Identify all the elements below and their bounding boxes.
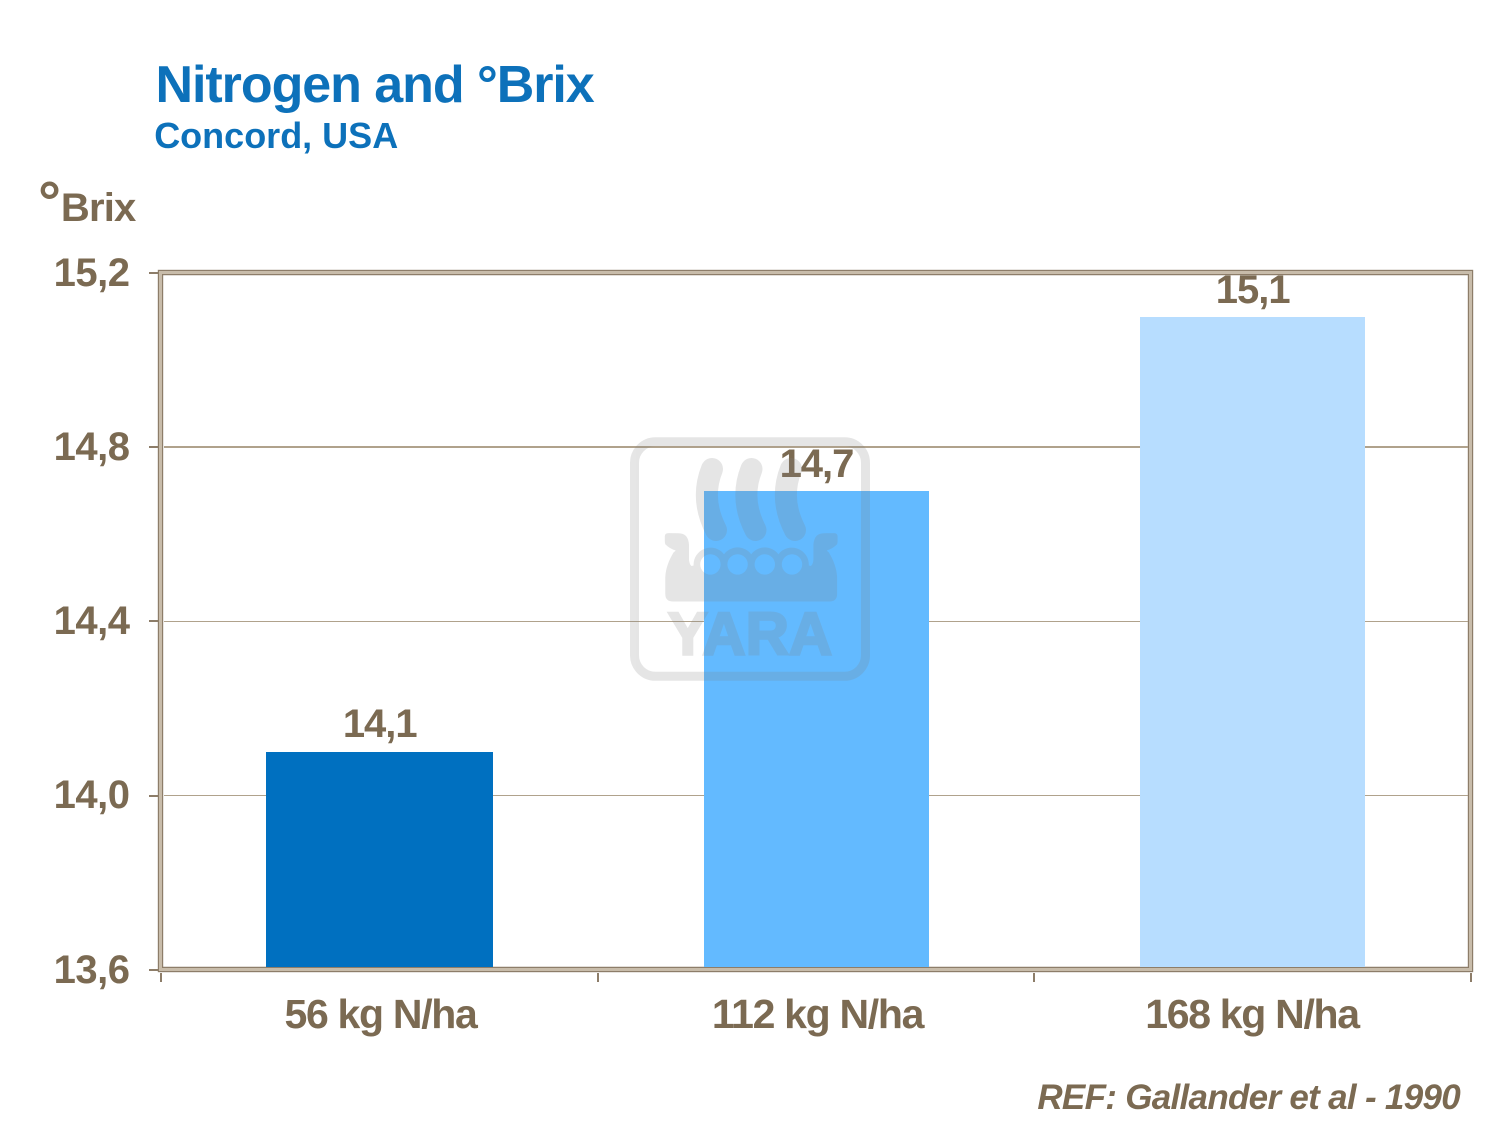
- svg-text:YARA: YARA: [668, 601, 833, 668]
